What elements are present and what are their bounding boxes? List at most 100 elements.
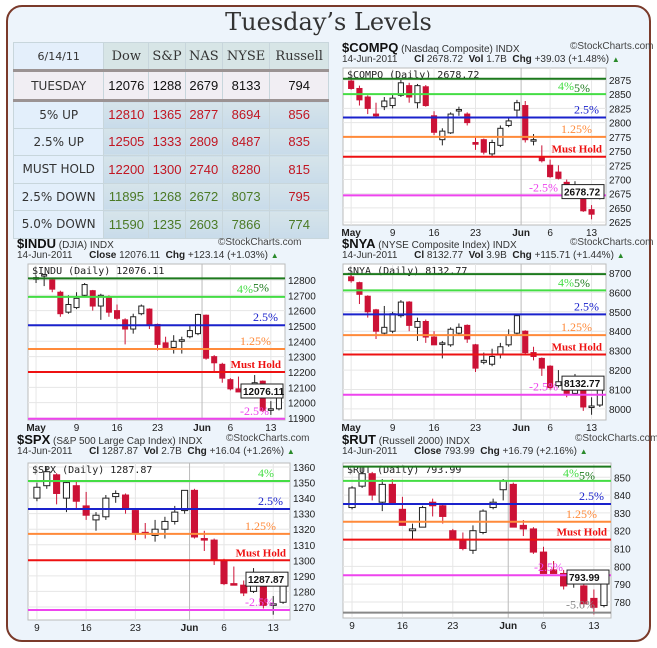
cell: 1235	[148, 210, 186, 239]
cell: 1300	[148, 155, 186, 184]
cell: 774	[269, 210, 329, 239]
chart-indu: $INDU (DJIA) INDX ©StockCharts.com 14-Ju…	[13, 236, 338, 433]
cell: 1333	[148, 127, 186, 156]
header-date: 6/14/11	[12, 42, 105, 71]
chg-value: +123.14 (+1.03%)	[187, 250, 268, 261]
close-value: 1287.87	[101, 446, 139, 457]
exchange: INDX	[492, 240, 517, 251]
row-label: 5.0% DOWN	[12, 210, 105, 239]
table-row: 5.0% DOWN 11590 1235 2603 7866 774	[12, 210, 329, 239]
index-name: (Nasdaq Composite)	[401, 44, 493, 55]
cell: 795	[269, 182, 329, 211]
cell: 856	[269, 100, 329, 129]
index-name: (Russell 2000)	[378, 436, 444, 447]
cell: 835	[269, 127, 329, 156]
source-credit: ©StockCharts.com	[570, 237, 654, 248]
chart-date: 14-Jun-2011	[17, 250, 73, 261]
cell: 11590	[103, 210, 150, 239]
chart-spx: $SPX (S&P 500 Large Cap Index) INDX ©Sto…	[13, 432, 338, 632]
index-name: (NYSE Composite Index)	[378, 240, 490, 251]
cell: 8073	[221, 182, 271, 211]
vol-label: Vol	[468, 250, 484, 261]
source-credit: ©StockCharts.com	[575, 433, 657, 444]
chart-title: $RUT (Russell 2000) INDX	[342, 432, 470, 447]
close-value: 12076.11	[119, 250, 161, 261]
table-row: MUST HOLD 12200 1300 2740 8280 815	[12, 155, 329, 184]
cell: 12505	[103, 127, 150, 156]
chg-label: Chg	[187, 446, 207, 457]
cell: 8694	[221, 100, 271, 129]
source-credit: ©StockCharts.com	[570, 41, 654, 52]
table-row: 2.5% UP 12505 1333 2809 8487 835	[12, 127, 329, 156]
chart-summary: 14-Jun-2011 Cl 8132.77 Vol 3.9B Chg +115…	[342, 250, 625, 261]
chart-date: 14-Jun-2011	[17, 446, 73, 457]
header-sp: S&P	[148, 42, 186, 71]
row-label: 5% UP	[12, 100, 105, 129]
symbol: $COMPQ	[342, 40, 399, 55]
cell: 2603	[184, 210, 223, 239]
up-arrow-icon: ▲	[616, 251, 625, 260]
index-name: (DJIA)	[58, 240, 88, 251]
symbol: $SPX	[17, 432, 51, 447]
chart-compq: $COMPQ (Nasdaq Composite) INDX ©StockCha…	[338, 40, 654, 240]
chg-value: +16.04 (+1.26%)	[209, 446, 285, 457]
chg-value: +16.79 (+2.16%)	[502, 446, 578, 457]
cell: 8133	[221, 69, 271, 102]
table-header-row: 6/14/11 Dow S&P NAS NYSE Russell	[12, 42, 329, 71]
up-arrow-icon: ▲	[270, 251, 279, 260]
cell: 2679	[184, 69, 223, 102]
chart-date: 14-Jun-2011	[342, 446, 398, 457]
header-nyse: NYSE	[221, 42, 271, 71]
vol-value: 3.9B	[486, 250, 507, 261]
vol-label: Vol	[143, 446, 159, 457]
chart-title: $NYA (NYSE Composite Index) INDX	[342, 236, 517, 251]
cell: 1268	[148, 182, 186, 211]
exchange: INDX	[89, 240, 114, 251]
header-russell: Russell	[269, 42, 329, 71]
chart-title: $INDU (DJIA) INDX	[17, 236, 114, 251]
cell: 8487	[221, 127, 271, 156]
chg-value: +39.03 (+1.48%)	[534, 54, 610, 65]
chart-date: 14-Jun-2011	[342, 250, 398, 261]
close-label: Cl	[414, 54, 425, 65]
close-label: Close	[89, 250, 117, 261]
row-label: MUST HOLD	[12, 155, 105, 184]
cell: 12076	[103, 69, 150, 102]
chart-summary: 14-Jun-2011 Cl 2678.72 Vol 1.7B Chg +39.…	[342, 54, 620, 65]
cell: 11895	[103, 182, 150, 211]
chart-summary: 14-Jun-2011 Cl 1287.87 Vol 2.7B Chg +16.…	[17, 446, 295, 457]
up-arrow-icon: ▲	[579, 447, 588, 456]
cell: 794	[269, 69, 329, 102]
index-name: (S&P 500 Large Cap Index)	[53, 436, 176, 447]
close-value: 2678.72	[426, 54, 464, 65]
vol-value: 2.7B	[161, 446, 182, 457]
table-row: 5% UP 12810 1365 2877 8694 856	[12, 100, 329, 129]
cell: 8280	[221, 155, 271, 184]
row-label: TUESDAY	[12, 69, 105, 102]
close-label: Close	[414, 446, 442, 457]
chart-summary: 14-Jun-2011 Close 12076.11 Chg +123.14 (…	[17, 250, 279, 261]
chart-title: $COMPQ (Nasdaq Composite) INDX	[342, 40, 520, 55]
chg-label: Chg	[480, 446, 500, 457]
chg-value: +115.71 (+1.44%)	[534, 250, 614, 261]
header-dow: Dow	[103, 42, 150, 71]
chart-date: 14-Jun-2011	[342, 54, 398, 65]
row-label: 2.5% DOWN	[12, 182, 105, 211]
cell: 2672	[184, 182, 223, 211]
header-nas: NAS	[184, 42, 223, 71]
row-label: 2.5% UP	[12, 127, 105, 156]
cell: 7866	[221, 210, 271, 239]
chart-rut: $RUT (Russell 2000) INDX ©StockCharts.co…	[338, 432, 657, 632]
close-value: 793.99	[444, 446, 475, 457]
chg-label: Chg	[165, 250, 186, 261]
exchange: INDX	[446, 436, 470, 447]
chart-title: $SPX (S&P 500 Large Cap Index) INDX	[17, 432, 202, 447]
symbol: $INDU	[17, 236, 57, 251]
chg-label: Chg	[512, 54, 532, 65]
chg-label: Chg	[512, 250, 532, 261]
up-arrow-icon: ▲	[611, 55, 620, 64]
symbol: $NYA	[342, 236, 376, 251]
source-credit: ©StockCharts.com	[226, 433, 310, 444]
cell: 2809	[184, 127, 223, 156]
cell: 2877	[184, 100, 223, 129]
